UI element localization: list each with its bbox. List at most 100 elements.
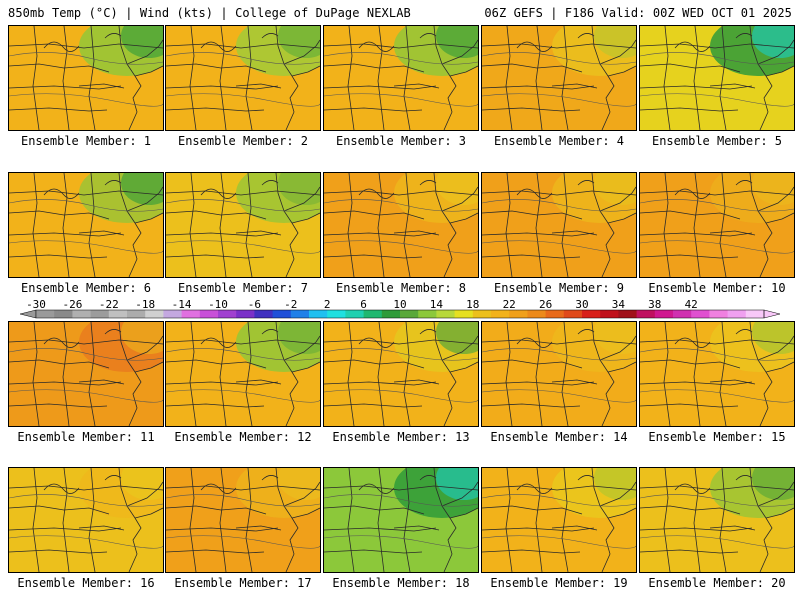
temperature-shade	[752, 173, 794, 205]
state-boundary	[419, 33, 437, 39]
state-boundary	[104, 475, 122, 481]
state-boundary	[275, 173, 299, 277]
state-boundary	[709, 83, 756, 89]
state-boundary	[347, 173, 355, 277]
temperature-shade	[710, 173, 794, 223]
colorbar-swatch	[636, 310, 656, 318]
state-boundary	[719, 322, 727, 426]
state-boundary	[166, 505, 267, 515]
state-boundary	[749, 173, 773, 277]
state-boundary	[505, 322, 513, 426]
state-boundary	[393, 379, 440, 385]
state-boundary	[347, 26, 355, 130]
colorbar-tick-label: -10	[208, 298, 228, 311]
ensemble-member-label: Ensemble Member: 4	[493, 134, 625, 148]
temperature-shade	[278, 468, 320, 500]
state-boundary	[403, 173, 411, 277]
temperature-field	[166, 173, 320, 277]
temperature-shade	[552, 173, 636, 223]
state-boundary	[166, 527, 279, 532]
state-boundary	[535, 173, 543, 277]
state-boundary	[403, 468, 411, 572]
state-boundary	[663, 26, 671, 130]
state-boundary	[591, 173, 615, 277]
colorbar-swatch	[545, 310, 565, 318]
state-boundary	[189, 26, 197, 130]
contour-line	[640, 389, 794, 403]
state-boundary	[166, 381, 279, 386]
state-boundary	[166, 254, 265, 259]
colorbar-tick-label: -26	[62, 298, 83, 311]
state-boundary	[62, 322, 70, 426]
colorbar-swatch	[563, 310, 583, 318]
state-boundary	[719, 26, 727, 130]
state-boundary	[118, 322, 142, 426]
state-boundary	[433, 173, 457, 277]
state-boundary	[32, 322, 40, 426]
ensemble-member-map	[323, 172, 479, 278]
state-boundary	[275, 468, 299, 572]
state-boundary	[749, 26, 773, 130]
contour-line	[482, 93, 636, 107]
state-boundary	[261, 33, 279, 39]
state-boundary	[735, 33, 753, 39]
state-boundary	[275, 26, 299, 130]
temperature-shade	[394, 173, 478, 223]
ensemble-member-label: Ensemble Member: 8	[335, 281, 467, 295]
colorbar-swatch	[254, 310, 274, 318]
state-boundary	[482, 63, 583, 73]
state-boundary	[245, 26, 253, 130]
ensemble-member-map	[639, 172, 795, 278]
state-boundary	[441, 39, 478, 65]
ensemble-member-label: Ensemble Member: 9	[493, 281, 625, 295]
state-boundary	[663, 468, 671, 572]
temperature-field	[324, 468, 478, 572]
state-boundary	[88, 173, 96, 277]
state-boundary	[765, 507, 794, 519]
ensemble-member-label: Ensemble Member: 20	[648, 576, 786, 590]
state-boundary	[561, 173, 569, 277]
contour-line	[482, 389, 636, 403]
temperature-shade	[594, 26, 636, 58]
state-boundary	[32, 173, 40, 277]
state-boundary	[200, 483, 237, 494]
state-boundary	[640, 549, 739, 554]
state-boundary	[235, 525, 282, 531]
state-boundary	[166, 107, 265, 112]
temperature-field	[482, 173, 636, 277]
state-boundary	[9, 210, 110, 220]
state-boundary	[347, 322, 355, 426]
contour-line	[482, 535, 636, 549]
state-boundary	[9, 359, 110, 369]
state-boundary	[377, 322, 385, 426]
state-boundary	[261, 180, 279, 186]
colorbar-swatch	[345, 310, 365, 318]
state-boundary	[482, 232, 595, 237]
state-boundary	[324, 232, 437, 237]
colorbar-swatch	[90, 310, 110, 318]
state-boundary	[9, 549, 108, 554]
state-boundary	[757, 39, 794, 65]
colorbar-low-arrow	[19, 309, 37, 319]
state-boundary	[719, 173, 727, 277]
state-boundary	[9, 107, 108, 112]
contour-line	[640, 348, 794, 361]
state-boundary	[663, 322, 671, 426]
contour-line	[640, 93, 794, 107]
temperature-field	[324, 322, 478, 426]
temperature-shade	[121, 468, 163, 500]
colorbar-swatch	[582, 310, 601, 318]
colorbar-swatch	[218, 310, 237, 318]
state-boundary	[482, 527, 595, 532]
temperature-shade	[436, 173, 478, 205]
state-boundary	[126, 186, 163, 212]
state-boundary	[324, 85, 437, 90]
ensemble-member-map	[481, 321, 637, 427]
temperature-field	[640, 468, 794, 572]
contour-line	[166, 348, 320, 361]
state-boundary	[104, 33, 122, 39]
state-boundary	[291, 65, 320, 77]
temperature-shade	[752, 322, 794, 354]
state-boundary	[640, 254, 739, 259]
ensemble-member-map	[165, 25, 321, 131]
